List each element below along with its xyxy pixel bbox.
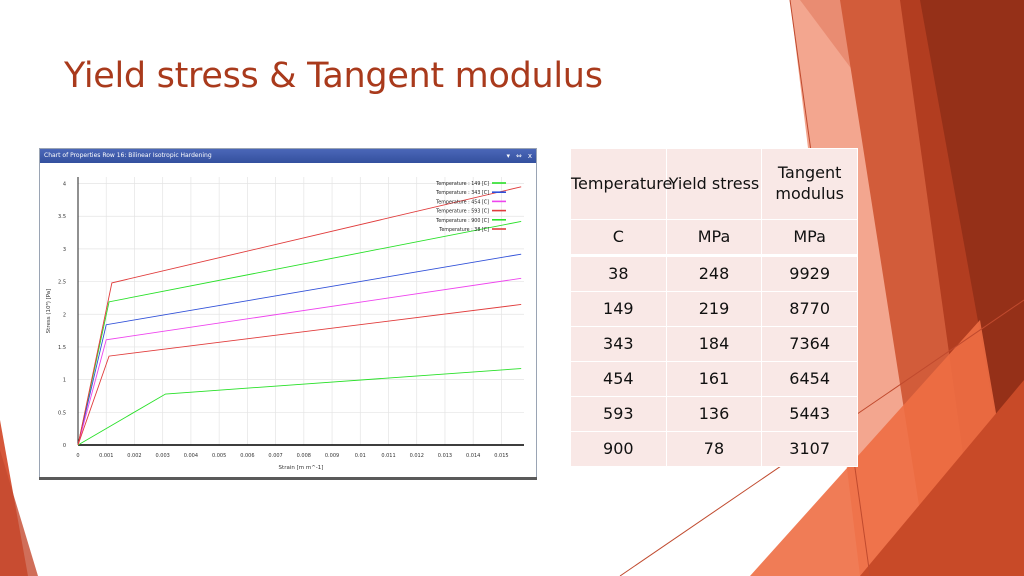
cell-temperature: 593 [570,396,667,432]
y-tick-label: 3 [63,247,66,253]
series-line [77,221,522,446]
x-tick-label: 0.009 [325,453,339,459]
y-tick-label: 2 [63,312,66,318]
series-line [77,277,522,446]
cell-temperature: 38 [570,255,667,292]
unit-tangent-modulus: MPa [761,219,858,257]
legend-label: Temperature : 149 [C] [435,181,489,187]
x-tick-label: 0.006 [240,453,254,459]
cell-temperature: 454 [570,361,667,397]
cell-tangent-modulus: 3107 [761,431,858,467]
cell-yield-stress: 184 [665,326,763,362]
x-tick-label: 0.012 [410,453,424,459]
y-axis-label: Stress (10⁸) [Pa] [45,289,52,334]
x-tick-label: 0.011 [381,453,395,459]
cell-temperature: 343 [570,326,667,362]
x-tick-label: 0.015 [494,453,508,459]
chart-window-title: Chart of Properties Row 16: Bilinear Iso… [44,152,212,159]
legend-label: Temperature : 900 [C] [435,218,489,224]
y-tick-label: 3.5 [58,214,66,220]
stress-strain-chart: 0 0.001 0.002 0.003 0.004 0.005 0.006 0.007 0.00… [45,177,524,471]
cell-tangent-modulus: 8770 [761,291,858,327]
y-tick-label: 4 [63,182,66,188]
cell-temperature: 900 [570,431,667,467]
y-tick-label: 0 [63,443,66,449]
cell-yield-stress: 248 [665,255,763,292]
unit-temperature: C [570,219,667,257]
table-row: 149 219 8770 [570,291,858,327]
dropdown-button[interactable]: ▾ [506,152,510,160]
header-yield-stress: Yield stress [665,148,763,220]
series-line [77,186,522,446]
x-tick-label: 0.001 [99,453,113,459]
cell-tangent-modulus: 5443 [761,396,858,432]
x-tick-label: 0.01 [355,453,366,459]
x-axis-label: Strain [m m^-1] [279,465,324,471]
y-tick-label: 1.5 [58,345,66,351]
legend-label: Temperature : 454 [C] [435,199,489,205]
y-tick-label: 0.5 [58,410,66,416]
slide-title: Yield stress & Tangent modulus [64,56,603,96]
chart-window: Chart of Properties Row 16: Bilinear Iso… [39,148,537,478]
x-tick-label: 0.007 [268,453,282,459]
legend-label: Temperature : 593 [C] [435,209,489,215]
properties-table: Temperature Yield stress Tangent modulus… [570,148,858,467]
window-bottom-border [39,477,537,480]
x-tick-label: 0.005 [212,453,226,459]
x-tick-label: 0.004 [184,453,198,459]
x-tick-label: 0.013 [438,453,452,459]
legend-label: Temperature : 343 [C] [435,190,489,196]
table-row: 343 184 7364 [570,326,858,362]
cell-tangent-modulus: 9929 [761,255,858,292]
x-tick-label: 0 [76,453,79,459]
y-tick-label: 1 [63,378,66,384]
chart-window-titlebar: Chart of Properties Row 16: Bilinear Iso… [40,149,536,163]
cell-yield-stress: 161 [665,361,763,397]
unit-yield-stress: MPa [665,219,763,257]
y-tick-label: 2.5 [58,280,66,286]
table-row: 900 78 3107 [570,431,858,467]
header-tangent-modulus: Tangent modulus [761,148,858,220]
close-button[interactable]: x [527,152,532,160]
cell-tangent-modulus: 7364 [761,326,858,362]
cell-yield-stress: 136 [665,396,763,432]
x-tick-label: 0.014 [466,453,480,459]
pin-button[interactable]: ⇔ [515,152,522,160]
cell-yield-stress: 219 [665,291,763,327]
x-tick-label: 0.003 [156,453,170,459]
series-line [77,304,522,446]
cell-temperature: 149 [570,291,667,327]
table-units-row: C MPa MPa [570,219,858,257]
legend-label: Temperature : 38 [C] [438,227,489,233]
header-temperature: Temperature [570,148,672,220]
x-tick-label: 0.002 [127,453,141,459]
series-line [77,368,522,446]
table-header-row: Temperature Yield stress Tangent modulus [570,148,858,220]
table-row: 454 161 6454 [570,361,858,397]
cell-tangent-modulus: 6454 [761,361,858,397]
table-row: 38 248 9929 [570,255,858,292]
series-line [77,253,522,446]
x-tick-label: 0.008 [297,453,311,459]
table-row: 593 136 5443 [570,396,858,432]
cell-yield-stress: 78 [665,431,763,467]
